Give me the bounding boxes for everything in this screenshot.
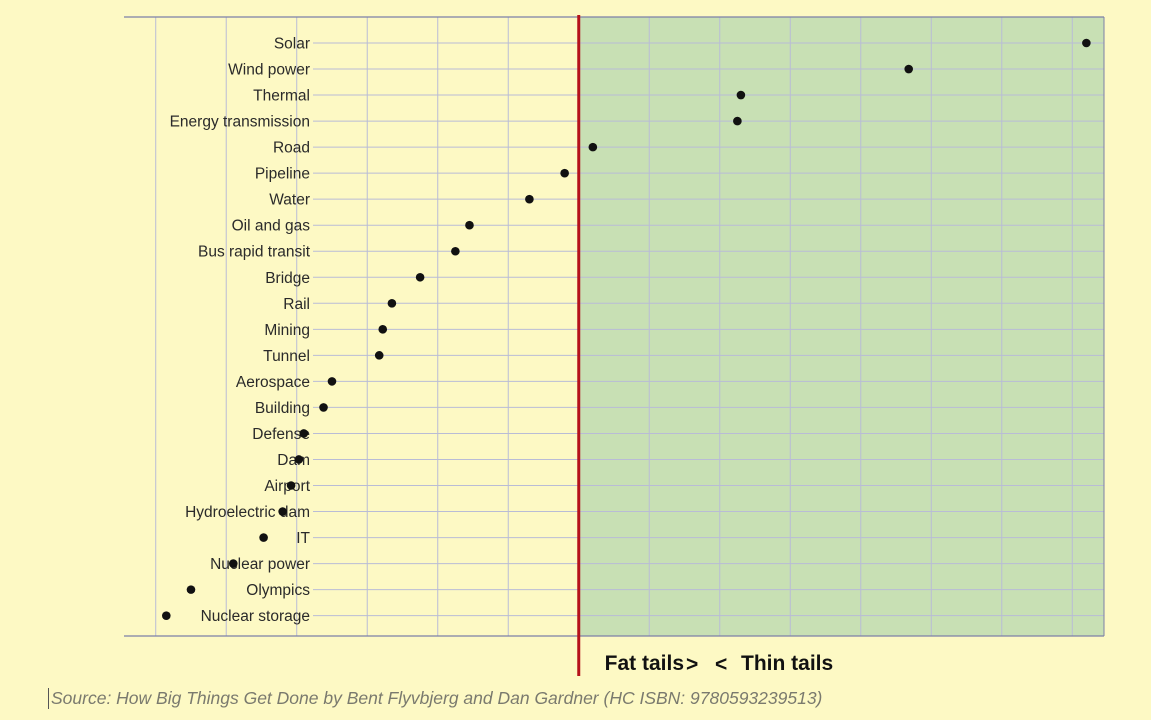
category-labels: Solar Wind power Thermal Energy transmissio… <box>170 36 311 626</box>
category-label: Building <box>255 400 310 417</box>
category-label: Pipeline <box>255 166 310 183</box>
data-point <box>465 220 474 230</box>
data-point <box>560 168 569 178</box>
category-label: Energy transmission <box>170 114 310 131</box>
category-label: Oil and gas <box>232 218 311 235</box>
data-point <box>451 246 460 256</box>
data-point <box>228 559 238 568</box>
category-label: Olympics <box>246 582 310 599</box>
category-label: Nuclear storage <box>201 608 310 625</box>
category-label: Road <box>273 140 310 157</box>
thin-tails-arrow: < <box>715 653 727 676</box>
data-point <box>904 64 914 74</box>
category-label: Wind power <box>228 62 310 79</box>
category-label: Water <box>269 192 310 209</box>
data-point <box>387 299 397 308</box>
data-point <box>374 351 384 360</box>
data-point <box>415 272 425 282</box>
data-points <box>162 38 1091 620</box>
horizontal-gridlines <box>313 42 1104 617</box>
category-label: Nuclear power <box>210 556 310 573</box>
data-point <box>327 377 337 386</box>
category-label: Defense <box>252 426 310 443</box>
category-label: Hydroelectric dam <box>185 504 310 521</box>
data-point <box>378 325 388 334</box>
category-label: Aerospace <box>236 374 310 391</box>
category-label: Thermal <box>253 88 310 105</box>
category-label: Solar <box>274 36 310 53</box>
thin-tails-region <box>578 17 1104 636</box>
category-label: Bridge <box>265 270 310 287</box>
category-label: IT <box>296 530 310 547</box>
data-point <box>736 90 746 100</box>
data-point <box>278 507 287 516</box>
data-point <box>733 116 742 126</box>
data-point <box>162 611 171 620</box>
chart: Solar Wind power Thermal Energy transmissio… <box>124 15 1105 676</box>
data-point <box>299 429 309 438</box>
source-caption: Source: How Big Things Get Done by Bent … <box>48 688 822 709</box>
data-point <box>259 533 268 542</box>
data-point <box>588 142 598 152</box>
fat-tails-arrow: > <box>686 653 698 676</box>
data-point <box>1082 38 1091 48</box>
data-point <box>294 455 304 464</box>
thin-tails-label: Thin tails <box>741 652 833 675</box>
category-label: Dam <box>277 452 310 469</box>
category-label: Bus rapid transit <box>198 244 311 261</box>
data-point <box>319 403 328 412</box>
data-point <box>525 194 534 204</box>
category-label: Mining <box>264 322 310 339</box>
data-point <box>186 585 196 594</box>
category-label: Rail <box>283 296 310 313</box>
vertical-gridlines <box>155 17 1073 636</box>
data-point <box>286 481 296 490</box>
fat-tails-label: Fat tails <box>605 652 684 675</box>
category-label: Tunnel <box>263 348 310 365</box>
